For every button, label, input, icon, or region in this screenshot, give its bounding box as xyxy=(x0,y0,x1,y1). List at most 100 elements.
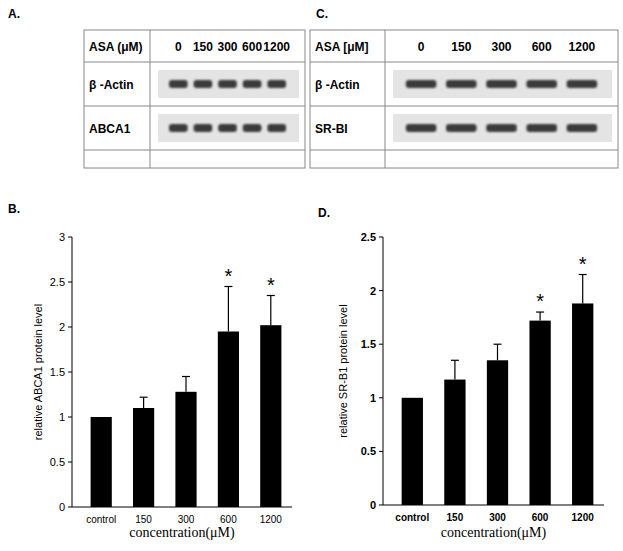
bar xyxy=(218,332,239,508)
y-tick xyxy=(379,397,383,398)
y-tick xyxy=(68,327,72,328)
x-tick-label: control xyxy=(395,512,429,523)
membrane xyxy=(393,114,612,142)
blot-band xyxy=(169,124,188,132)
blot-frame xyxy=(84,30,305,168)
blot-band xyxy=(567,80,598,88)
x-tick-label: control xyxy=(86,514,116,525)
membrane xyxy=(393,70,612,98)
blot-band xyxy=(218,124,237,132)
bar-chart: D.**00.511.522.5control1503006001200conc… xyxy=(318,206,604,541)
y-tick-label: 2 xyxy=(59,321,65,333)
blot-band xyxy=(486,80,517,88)
blot-band xyxy=(486,124,517,132)
y-tick xyxy=(379,451,383,452)
bar xyxy=(133,408,154,507)
lane-label: 600 xyxy=(242,40,262,54)
membrane xyxy=(158,114,299,142)
lane-label: 1200 xyxy=(569,40,596,54)
y-tick-label: 1.5 xyxy=(50,366,65,378)
error-bar xyxy=(536,312,544,321)
panel-label: C. xyxy=(316,7,328,21)
figure: A.ASA (μM)01503006001200β -ActinABCA1C.A… xyxy=(0,0,623,551)
blot-row-label: SR-BI xyxy=(315,122,348,136)
blot-panel: A.ASA (μM)01503006001200β -ActinABCA1 xyxy=(8,7,305,168)
blot-band xyxy=(267,124,286,132)
y-tick xyxy=(379,344,383,345)
error-bar xyxy=(494,344,502,360)
blot-band xyxy=(406,124,437,132)
y-axis xyxy=(383,237,384,505)
bar xyxy=(572,303,593,505)
y-tick-label: 1 xyxy=(59,411,65,423)
x-axis xyxy=(383,505,604,506)
lane-label: 300 xyxy=(491,40,511,54)
blot-row-label: ABCA1 xyxy=(89,122,131,136)
x-tick-label: 600 xyxy=(220,514,237,525)
blot-header: ASA [μM] xyxy=(315,40,369,54)
blot-row-line xyxy=(310,150,618,151)
bar xyxy=(175,392,196,507)
panel-label: A. xyxy=(8,7,20,21)
x-tick-label: 150 xyxy=(447,512,464,523)
panel-label: D. xyxy=(318,206,330,220)
blot-frame xyxy=(310,30,618,168)
x-axis-label: concentration(μM) xyxy=(129,525,235,541)
blot-row-line xyxy=(84,106,305,107)
lane-label: 1200 xyxy=(263,40,290,54)
blot-band xyxy=(194,80,213,88)
error-bar xyxy=(182,377,190,392)
lane-label: 150 xyxy=(451,40,471,54)
blot-band xyxy=(446,124,477,132)
x-tick-label: 600 xyxy=(532,512,549,523)
y-tick xyxy=(379,505,383,506)
y-tick-label: 2 xyxy=(370,285,376,297)
x-tick-label: 1200 xyxy=(260,514,283,525)
y-tick-label: 1 xyxy=(370,392,376,404)
y-tick xyxy=(68,282,72,283)
panel-label: B. xyxy=(8,202,20,216)
blot-row-line xyxy=(84,62,305,63)
y-tick xyxy=(379,290,383,291)
bars xyxy=(91,287,282,508)
x-tick-label: 300 xyxy=(178,514,195,525)
error-bar xyxy=(451,360,459,379)
bar xyxy=(91,417,112,507)
bar xyxy=(402,398,423,505)
blot-band xyxy=(526,124,557,132)
blot-col-line xyxy=(385,30,386,168)
y-tick-label: 0 xyxy=(59,501,65,513)
blot-band xyxy=(243,124,262,132)
lane-label: 0 xyxy=(418,40,425,54)
y-tick-label: 1.5 xyxy=(361,338,376,350)
y-tick xyxy=(68,462,72,463)
blot-band xyxy=(169,80,188,88)
error-bar xyxy=(267,296,275,326)
blot-band xyxy=(267,80,286,88)
x-axis xyxy=(72,507,292,508)
lane-label: 150 xyxy=(193,40,213,54)
y-tick-label: 0.5 xyxy=(361,445,376,457)
lane-label: 0 xyxy=(175,40,182,54)
blot-row-line xyxy=(310,62,618,63)
bar xyxy=(529,321,550,505)
y-tick-label: 0.5 xyxy=(50,456,65,468)
y-tick xyxy=(68,417,72,418)
blot-band xyxy=(526,80,557,88)
blot-band xyxy=(243,80,262,88)
bar-chart: B.**00.511.522.53control1503006001200con… xyxy=(8,202,292,541)
y-tick-label: 0 xyxy=(370,499,376,511)
x-tick-label: 1200 xyxy=(572,512,595,523)
y-tick xyxy=(379,237,383,238)
blot-band xyxy=(194,124,213,132)
y-tick-label: 2.5 xyxy=(50,276,65,288)
blot-row-line xyxy=(84,150,305,151)
blot-row-label: β -Actin xyxy=(89,78,134,92)
y-axis-label: relative SR-B1 protein level xyxy=(337,304,349,437)
significance-mark: * xyxy=(536,290,544,312)
significance-mark: * xyxy=(267,274,275,296)
bar xyxy=(487,360,508,505)
y-tick xyxy=(68,237,72,238)
x-tick-label: 300 xyxy=(489,512,506,523)
blot-band xyxy=(446,80,477,88)
